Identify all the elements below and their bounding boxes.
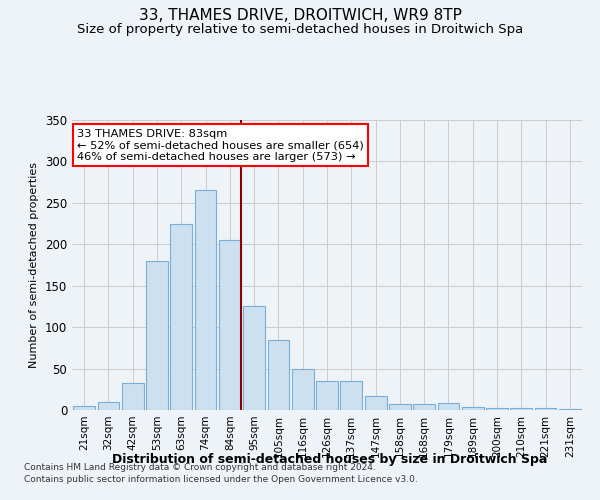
Bar: [559, 409, 581, 410]
Bar: [511, 408, 532, 410]
Bar: [389, 404, 411, 410]
Bar: [243, 306, 265, 410]
Bar: [340, 381, 362, 410]
Bar: [146, 261, 168, 410]
Text: Size of property relative to semi-detached houses in Droitwich Spa: Size of property relative to semi-detach…: [77, 22, 523, 36]
Y-axis label: Number of semi-detached properties: Number of semi-detached properties: [29, 162, 40, 368]
Bar: [219, 240, 241, 410]
Bar: [73, 406, 95, 410]
Bar: [437, 404, 460, 410]
Bar: [462, 406, 484, 410]
Bar: [268, 340, 289, 410]
Bar: [365, 396, 386, 410]
Bar: [486, 408, 508, 410]
Bar: [194, 190, 217, 410]
Bar: [413, 404, 435, 410]
Text: Distribution of semi-detached houses by size in Droitwich Spa: Distribution of semi-detached houses by …: [112, 452, 548, 466]
Bar: [170, 224, 192, 410]
Text: Contains public sector information licensed under the Open Government Licence v3: Contains public sector information licen…: [24, 475, 418, 484]
Text: 33 THAMES DRIVE: 83sqm
← 52% of semi-detached houses are smaller (654)
46% of se: 33 THAMES DRIVE: 83sqm ← 52% of semi-det…: [77, 128, 364, 162]
Text: Contains HM Land Registry data © Crown copyright and database right 2024.: Contains HM Land Registry data © Crown c…: [24, 464, 376, 472]
Bar: [316, 381, 338, 410]
Bar: [122, 384, 143, 410]
Bar: [535, 408, 556, 410]
Bar: [292, 368, 314, 410]
Bar: [97, 402, 119, 410]
Text: 33, THAMES DRIVE, DROITWICH, WR9 8TP: 33, THAMES DRIVE, DROITWICH, WR9 8TP: [139, 8, 461, 22]
